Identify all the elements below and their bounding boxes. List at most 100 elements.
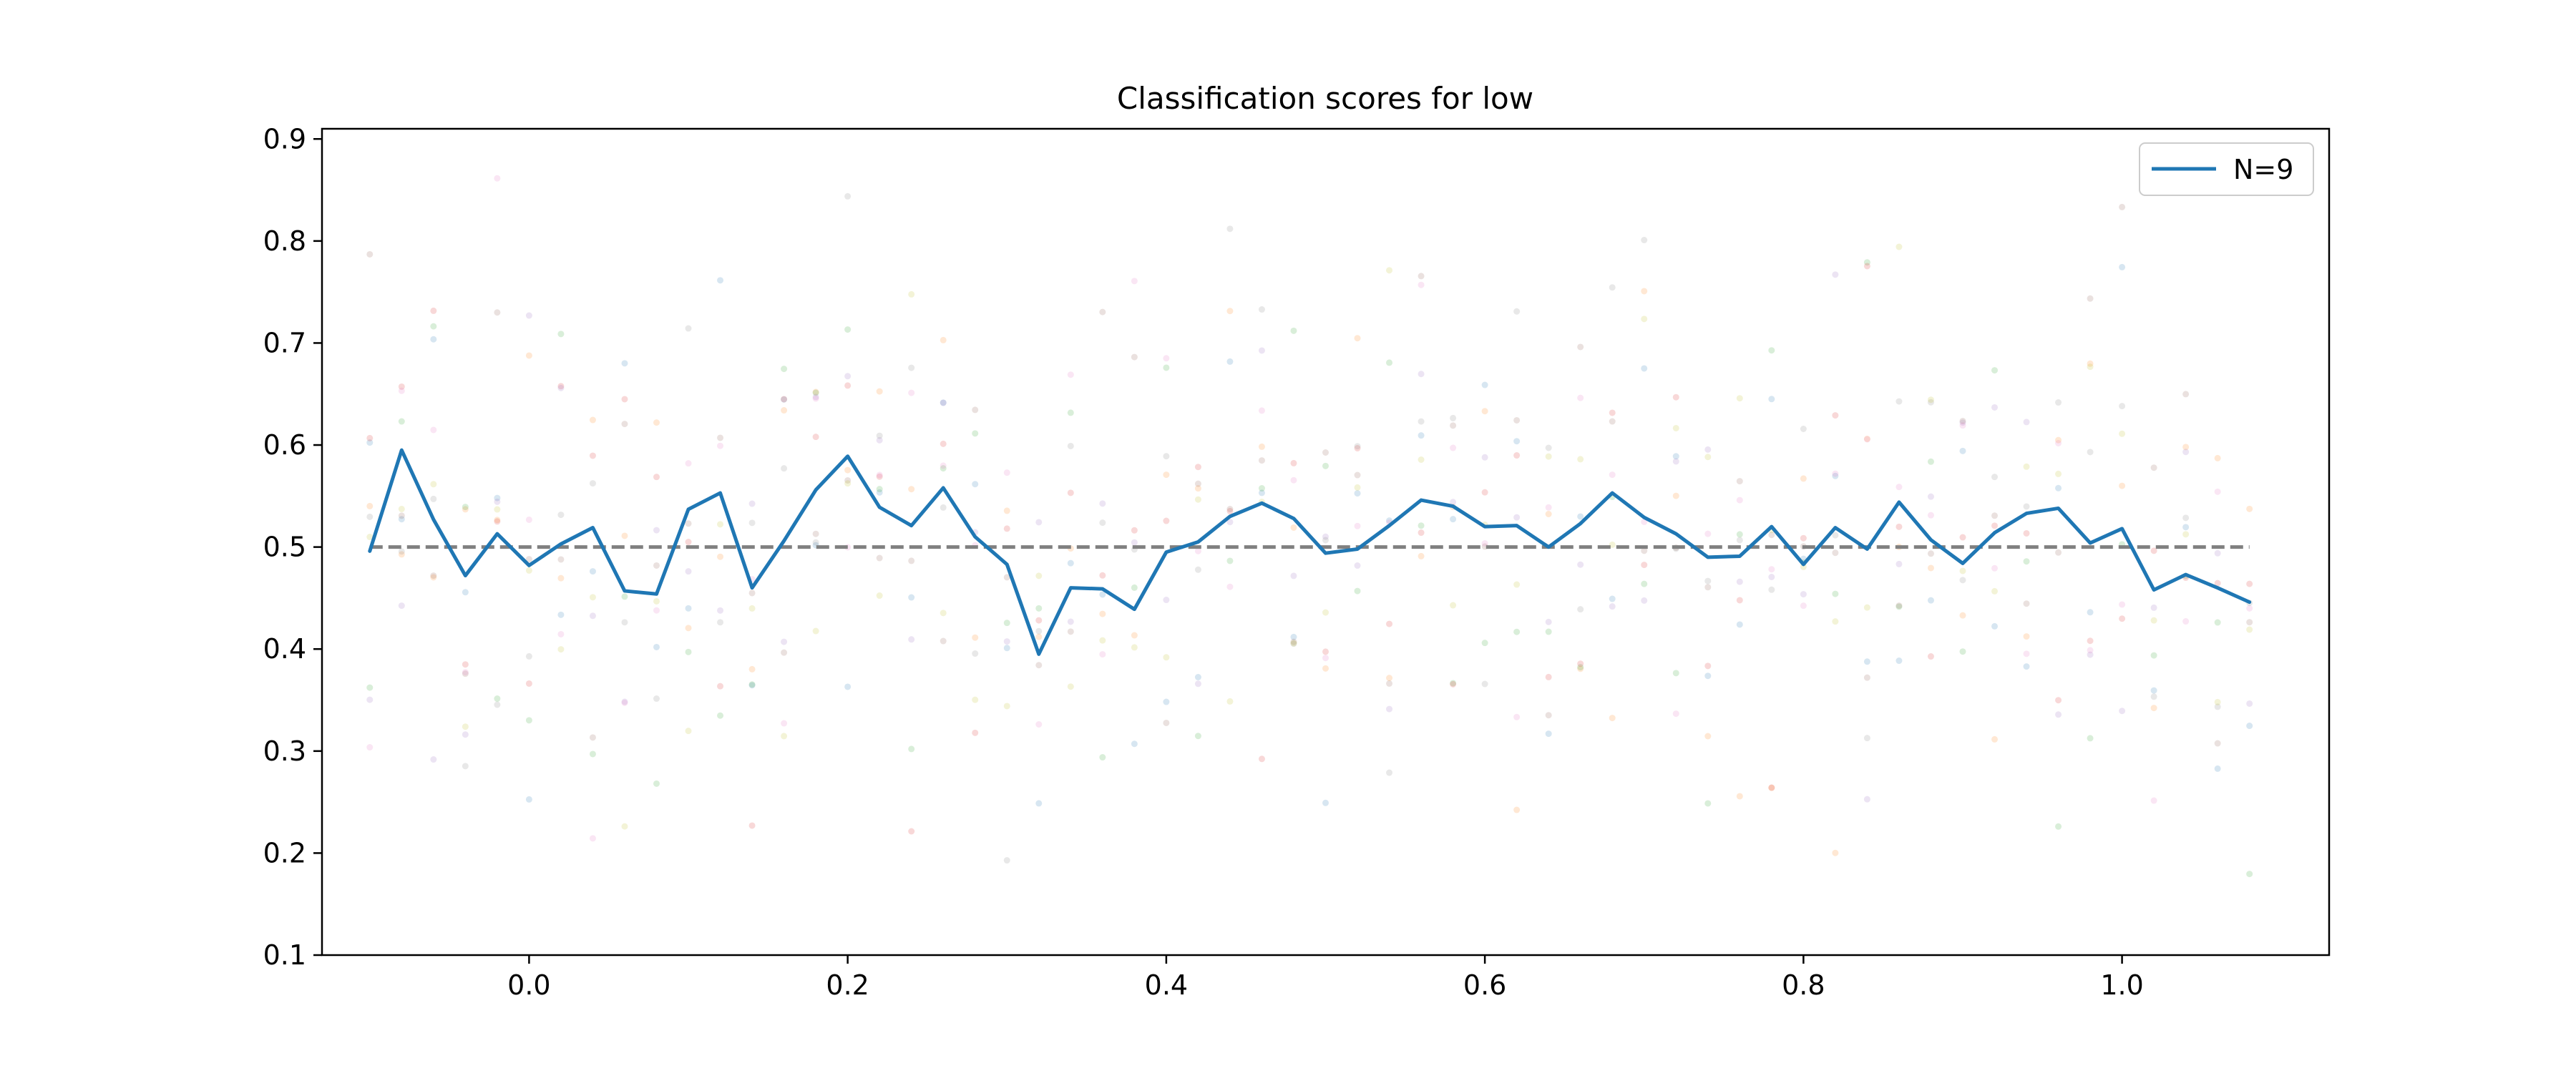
scatter-point (1927, 550, 1934, 557)
scatter-point (2087, 735, 2094, 742)
scatter-point (366, 534, 374, 541)
scatter-point (1800, 563, 1807, 570)
scatter-point (1194, 674, 1201, 681)
scatter-point (1481, 454, 1488, 461)
scatter-point (940, 399, 947, 406)
scatter-point (1800, 534, 1807, 542)
scatter-point (1896, 657, 1903, 665)
scatter-point (781, 396, 788, 403)
scatter-point (2087, 295, 2094, 302)
scatter-point (1863, 259, 1870, 266)
scatter-point (1290, 640, 1297, 647)
scatter-point (2055, 439, 2062, 446)
scatter-point (1513, 581, 1521, 588)
scatter-point (398, 548, 405, 555)
y-tick-label: 0.4 (263, 633, 306, 665)
scatter-point (1003, 507, 1010, 514)
scatter-point (1290, 459, 1297, 466)
y-tick-label: 0.6 (263, 429, 306, 461)
scatter-point (1927, 564, 1934, 572)
scatter-point (1545, 511, 1552, 518)
scatter-point (525, 312, 532, 319)
scatter-point (589, 594, 596, 601)
scatter-point (621, 619, 628, 626)
scatter-point (462, 506, 469, 513)
scatter-point (1863, 435, 1870, 442)
y-tick-label: 0.8 (263, 225, 306, 257)
scatter-point (2023, 463, 2030, 470)
scatter-point (940, 440, 947, 447)
scatter-point (2150, 547, 2157, 554)
scatter-point (748, 665, 756, 672)
scatter-point (1577, 606, 1584, 613)
series-layer (368, 448, 2252, 656)
scatter-point (1959, 422, 1966, 429)
scatter-point (621, 593, 628, 600)
scatter-point (1131, 584, 1138, 591)
scatter-point (1609, 418, 1616, 425)
scatter-point (557, 331, 565, 338)
scatter-point (1290, 638, 1297, 645)
scatter-point (1641, 288, 1648, 295)
scatter-point (462, 504, 469, 511)
scatter-point (621, 360, 628, 367)
scatter-layer (366, 175, 2253, 878)
scatter-point (1099, 591, 1106, 598)
scatter-point (1991, 474, 1998, 481)
scatter-point (1736, 497, 1743, 504)
scatter-point (1163, 364, 1170, 371)
scatter-point (2023, 650, 2030, 657)
scatter-point (940, 465, 947, 472)
scatter-point (1418, 273, 1425, 280)
scatter-point (1067, 371, 1074, 378)
scatter-point (812, 395, 819, 402)
legend-box (2139, 142, 2314, 196)
scatter-point (557, 611, 565, 618)
scatter-point (2182, 449, 2190, 456)
scatter-point (1099, 637, 1106, 644)
scatter-point (1896, 398, 1903, 405)
scatter-point (844, 373, 852, 380)
scatter-point (1959, 567, 1966, 574)
scatter-point (717, 607, 724, 614)
scatter-point (1386, 769, 1393, 776)
scatter-point (1927, 396, 1934, 404)
scatter-point (557, 646, 565, 653)
scatter-point (876, 486, 883, 493)
scatter-point (2023, 503, 2030, 510)
scatter-point (1099, 500, 1106, 507)
scatter-point (685, 625, 692, 632)
scatter-point (1194, 480, 1201, 487)
scatter-point (1513, 514, 1521, 521)
scatter-point (1386, 620, 1393, 627)
scatter-point (2246, 723, 2253, 730)
scatter-point (1067, 489, 1074, 497)
scatter-point (1672, 453, 1679, 460)
scatter-point (1258, 485, 1265, 492)
scatter-point (1513, 713, 1521, 720)
scatter-point (1226, 358, 1234, 365)
scatter-point (748, 681, 756, 688)
scatter-point (940, 399, 947, 406)
scatter-point (781, 366, 788, 373)
scatter-point (1003, 857, 1010, 864)
scatter-point (1226, 557, 1234, 564)
scatter-point (2246, 505, 2253, 512)
scatter-point (1003, 703, 1010, 710)
scatter-point (1163, 471, 1170, 479)
scatter-point (908, 594, 915, 601)
scatter-point (1609, 595, 1616, 602)
scatter-point (589, 480, 596, 487)
scatter-point (1290, 633, 1297, 640)
scatter-point (844, 326, 852, 333)
scatter-point (844, 683, 852, 690)
scatter-point (1609, 409, 1616, 416)
scatter-point (717, 712, 724, 719)
scatter-point (1322, 648, 1329, 655)
scatter-point (1354, 522, 1361, 529)
scatter-point (653, 474, 660, 481)
scatter-point (494, 695, 501, 703)
scatter-point (1067, 409, 1074, 416)
scatter-point (1545, 618, 1552, 625)
scatter-point (653, 643, 660, 650)
